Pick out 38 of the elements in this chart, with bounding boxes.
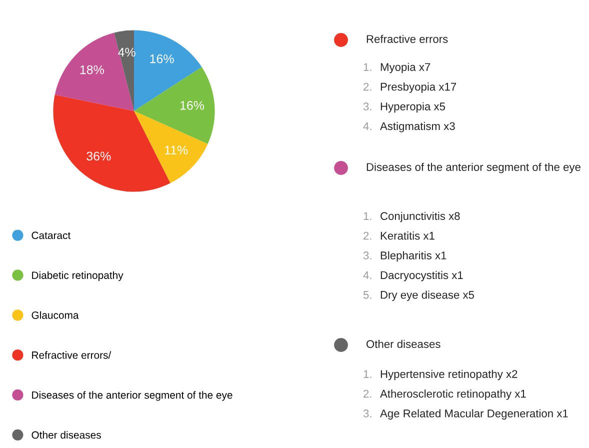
text: 1. bbox=[364, 63, 372, 71]
text: Myopia x7 bbox=[380, 62, 430, 74]
text: Presbyopia x17 bbox=[380, 82, 456, 93]
text: Astigmatism x3 bbox=[380, 122, 455, 132]
data-label: 16% bbox=[180, 100, 204, 110]
text: Dacryocystitis x1 bbox=[380, 270, 463, 282]
data-label: 36% bbox=[86, 152, 111, 161]
legend-label: Glaucoma bbox=[32, 311, 79, 319]
text: 3. bbox=[363, 102, 372, 110]
text: 2. bbox=[364, 232, 372, 240]
text: Atherosclerotic retinopathy x1 bbox=[380, 390, 526, 400]
text: Refractive errors bbox=[366, 34, 448, 43]
text: Diseases of the anterior segment of the eye bbox=[366, 162, 580, 174]
text: 4. bbox=[363, 122, 372, 130]
data-label: 18% bbox=[80, 65, 104, 74]
text: Hyperopia x5 bbox=[380, 102, 445, 113]
legend-label: Refractive errors/ bbox=[32, 351, 112, 359]
data-label: 11% bbox=[164, 146, 188, 154]
text: 2. bbox=[364, 82, 372, 91]
legend-label: Diabetic retinopathy bbox=[32, 271, 124, 282]
text: 2. bbox=[364, 390, 372, 398]
legend-label: Diseases of the anterior segment of the eye bbox=[32, 391, 232, 401]
text: Blepharitis x1 bbox=[380, 251, 446, 262]
data-label: 16% bbox=[150, 54, 174, 64]
legend-label: Other diseases bbox=[32, 431, 101, 439]
text: 4. bbox=[363, 271, 372, 279]
text: 1. bbox=[364, 370, 372, 378]
text: Conjunctivitis x8 bbox=[380, 212, 460, 222]
text: Age Related Macular Degeneration x1 bbox=[380, 409, 568, 420]
text: 5. bbox=[363, 291, 372, 299]
text: Hypertensive retinopathy x2 bbox=[380, 370, 518, 380]
legend-label: Cataract bbox=[32, 232, 71, 240]
text: Keratitis x1 bbox=[380, 232, 434, 240]
text: 3. bbox=[363, 252, 372, 260]
text: 1. bbox=[364, 212, 372, 220]
text: 3. bbox=[363, 410, 372, 418]
text: Dry eye disease x5 bbox=[380, 290, 474, 301]
text: Other diseases bbox=[366, 340, 440, 348]
